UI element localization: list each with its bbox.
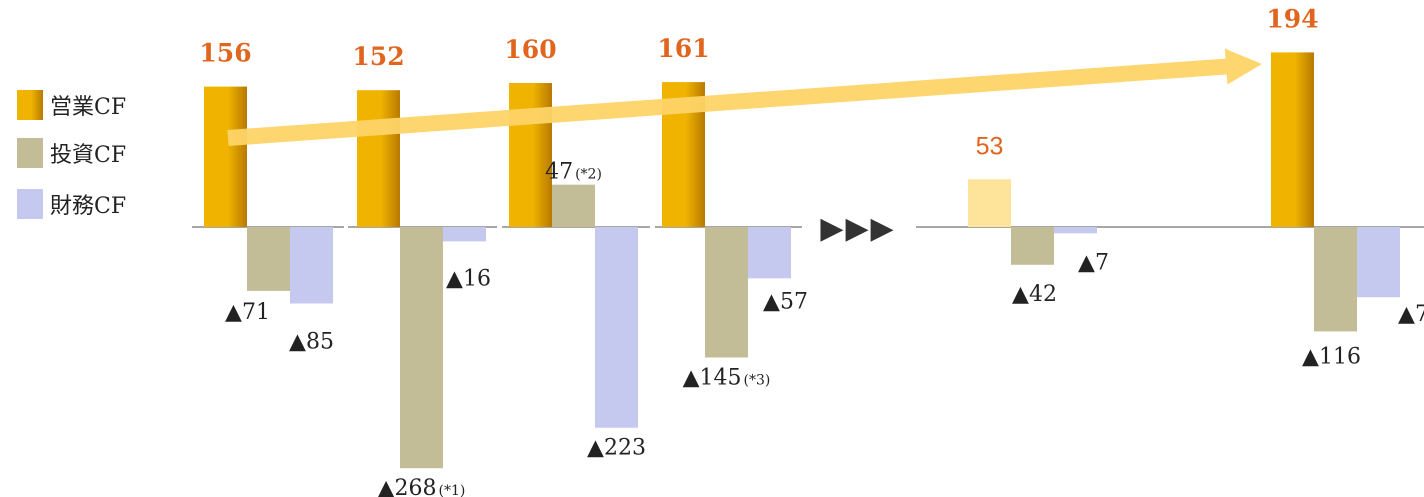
value-label-operating-5: 53 (976, 132, 1004, 160)
bar-operating-5 (968, 179, 1011, 227)
legend: 営業CF 投資CF 財務CF (17, 90, 126, 219)
bar-financing-3 (595, 227, 638, 428)
value-label-financing-2: ▲16 (446, 266, 491, 291)
bar-financing-2 (443, 227, 486, 242)
bar-financing-4 (748, 227, 791, 279)
value-label-operating-4: 161 (657, 34, 709, 63)
value-label-financing-3: ▲223 (587, 436, 646, 461)
value-label-operating-3: 160 (504, 35, 556, 64)
value-label-investing-4: ▲145 (*3) (683, 366, 771, 391)
bar-operating-1 (204, 86, 247, 227)
value-label-investing-1: ▲71 (225, 300, 270, 325)
bar-marks (204, 52, 1400, 469)
value-label-financing-6: ▲78 (1398, 302, 1424, 327)
value-label-financing-5: ▲7 (1078, 250, 1109, 275)
legend-label-investing: 投資CF (50, 143, 126, 168)
bar-operating-6 (1271, 52, 1314, 228)
bar-investing-5 (1011, 227, 1054, 265)
value-label-financing-1: ▲85 (289, 330, 334, 355)
bar-investing-2 (400, 227, 443, 469)
bar-financing-5 (1054, 227, 1097, 234)
legend-label-financing: 財務CF (50, 194, 126, 219)
value-label-investing-6: ▲116 (1302, 344, 1361, 369)
bar-investing-4 (705, 227, 748, 358)
arrow-shape (227, 48, 1262, 146)
value-label-financing-4: ▲57 (763, 289, 808, 314)
value-label-operating-6: 194 (1266, 4, 1318, 33)
bar-financing-1 (290, 227, 333, 304)
value-label-operating-2: 152 (352, 42, 404, 71)
legend-swatch-operating (17, 90, 43, 120)
legend-swatch-investing (17, 138, 43, 168)
bar-operating-2 (357, 90, 400, 227)
bar-operating-3 (509, 83, 552, 227)
value-labels: 156 ▲71 ▲85 152 ▲268 (*1) ▲16 160 47 (*2) ▲223 161 ▲… (199, 4, 1424, 497)
bar-investing-6 (1314, 227, 1357, 332)
legend-swatch-financing (17, 189, 43, 219)
footnote-mark: (*1) (439, 483, 466, 497)
footnote-mark: (*2) (575, 167, 602, 183)
value-label-investing-3: 47 (*2) (545, 160, 602, 185)
footnote-mark: (*3) (744, 373, 771, 389)
value-label-operating-1: 156 (199, 39, 251, 68)
bar-investing-1 (247, 227, 290, 291)
value-label-investing-2: ▲268 (*1) (378, 476, 466, 497)
growth-arrow (227, 48, 1262, 146)
ellipsis-marker: ▶▶▶ (820, 212, 895, 245)
bar-financing-6 (1357, 227, 1400, 298)
legend-label-operating: 営業CF (50, 95, 126, 120)
bar-investing-3 (552, 184, 595, 227)
value-label-investing-5: ▲42 (1012, 282, 1057, 307)
